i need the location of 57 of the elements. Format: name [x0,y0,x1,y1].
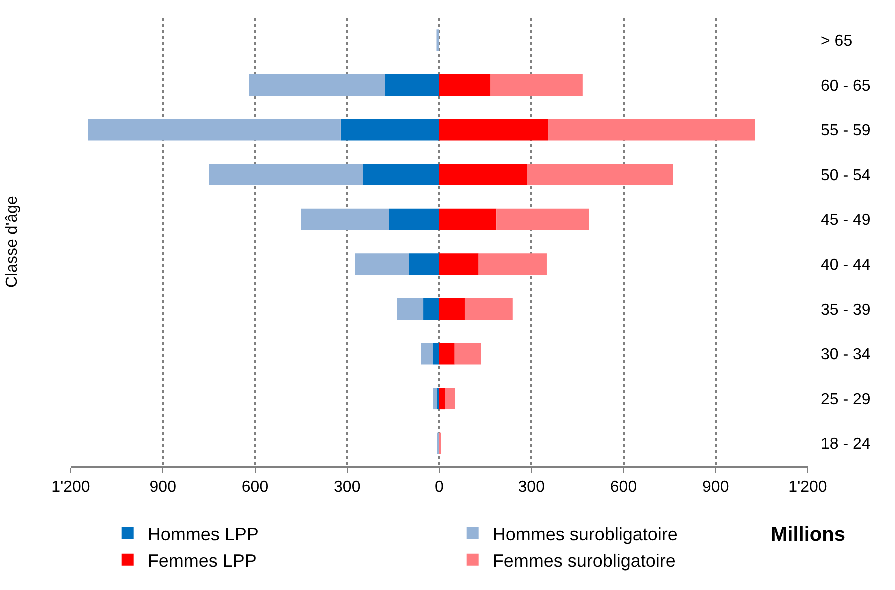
bar [490,74,583,96]
y-tick-label: 55 - 59 [821,122,871,140]
x-tick-label: 900 [150,479,177,496]
y-tick-label: 45 - 49 [821,212,871,230]
x-tick-label: 1'200 [52,479,90,496]
bar [440,254,479,276]
legend-label: Femmes LPP [148,550,257,571]
y-tick-label: 60 - 65 [821,78,871,95]
legend-label: Femmes surobligatoire [492,550,676,571]
bar [385,74,440,96]
bar [433,343,440,365]
bar [527,164,674,186]
bar [397,298,424,320]
bar [209,164,364,186]
bar [440,388,446,410]
bar [421,343,434,365]
bar [440,208,497,230]
bar [363,164,440,186]
bar [454,343,482,365]
bar [409,254,440,276]
y-tick-label: 35 - 39 [821,302,871,319]
x-tick-label: 600 [242,479,269,496]
bar [389,208,440,230]
y-tick-label: 40 - 44 [821,257,871,274]
bar [433,388,438,410]
x-tick-label: 600 [610,479,638,496]
bar [478,254,547,276]
bar [424,298,440,320]
bar [249,74,386,96]
bar [496,208,590,230]
bar [440,298,465,320]
bar [436,30,440,52]
bar [548,119,756,141]
bar [88,119,341,141]
y-tick-label: 30 - 34 [821,346,871,364]
bar [440,119,549,141]
bar [440,164,528,186]
y-tick-label: 25 - 29 [821,391,871,408]
legend-label: Hommes surobligatoire [492,524,678,544]
x-tick-label: 300 [334,479,361,496]
x-axis-title: Millions [771,524,846,546]
bar [301,208,390,230]
x-tick-label: 1'200 [788,479,828,496]
x-tick-label: 900 [702,479,730,496]
legend-label: Hommes LPP [148,524,259,544]
bar [464,298,513,320]
y-axis-title: Classe d'âge [4,196,22,288]
bar [440,74,491,96]
y-tick-label: 18 - 24 [821,436,871,454]
bar [340,119,440,141]
bar [440,343,455,365]
y-tick-label: 50 - 54 [821,167,871,184]
bar [355,254,410,276]
y-tick-label: > 65 [821,33,853,50]
x-tick-label: 300 [518,479,546,496]
bar [445,388,456,410]
x-tick-label: 0 [435,479,444,496]
